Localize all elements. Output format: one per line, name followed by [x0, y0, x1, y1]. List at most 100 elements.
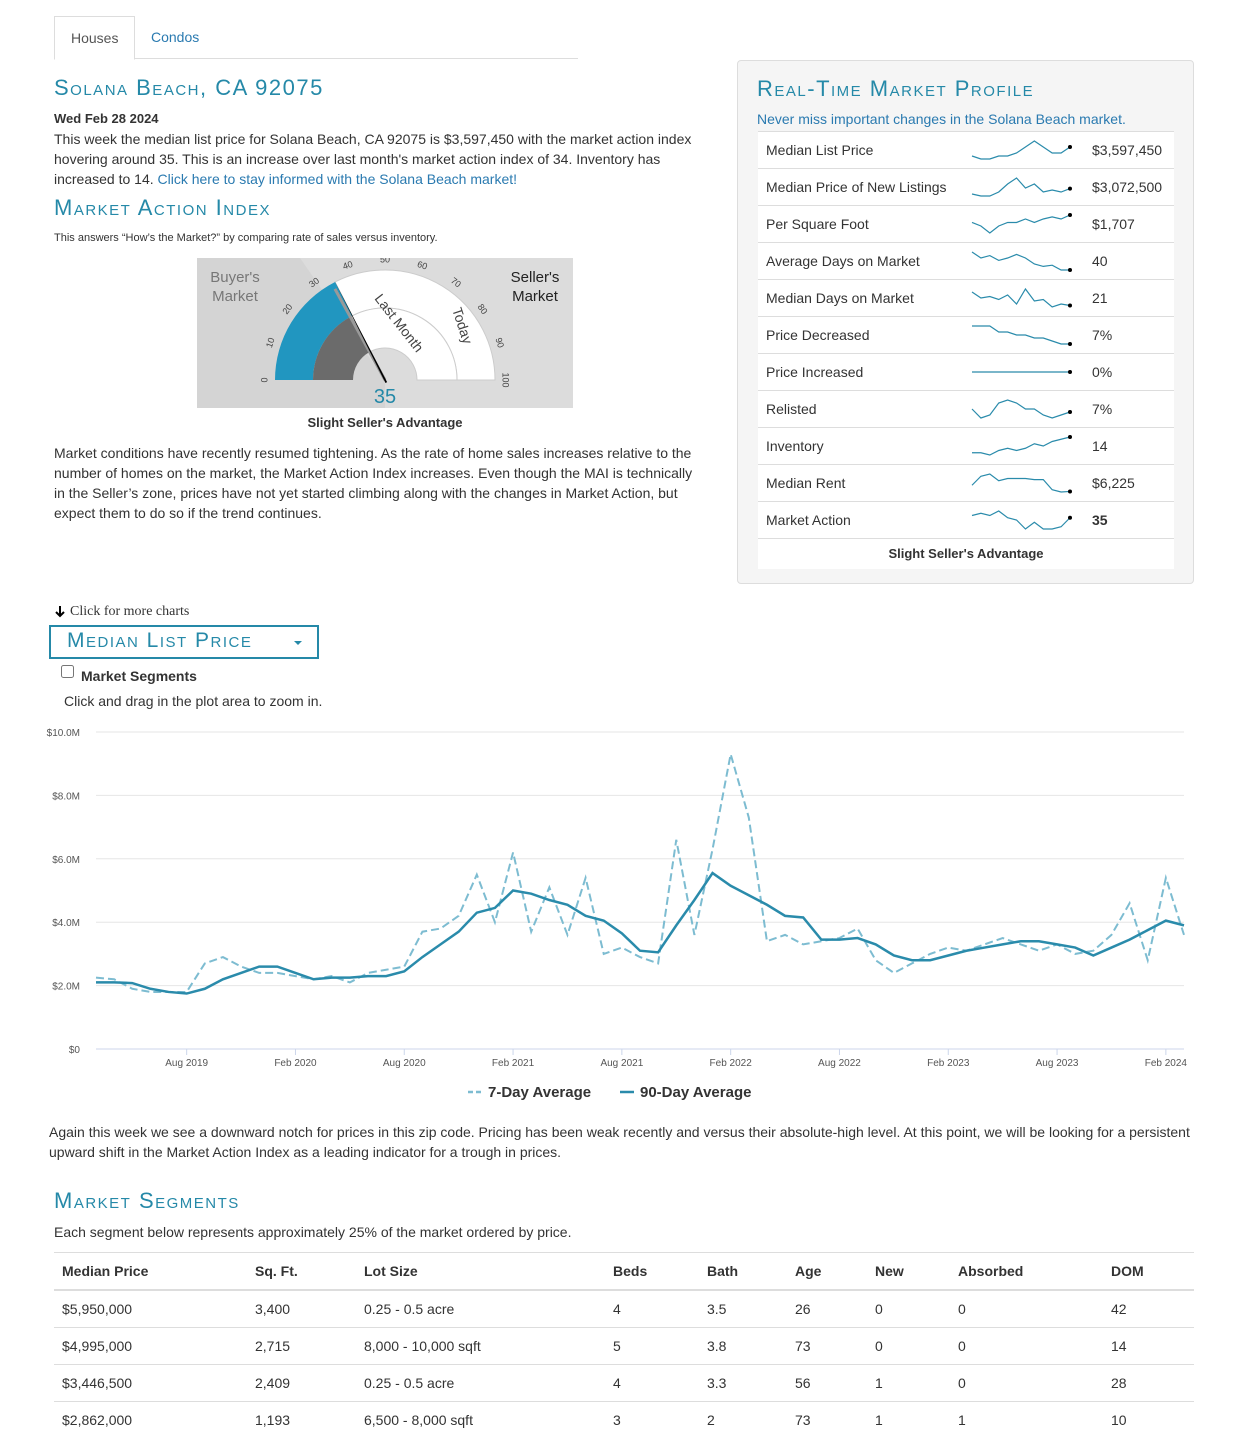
- gauge-tick-label: 100: [501, 372, 511, 387]
- sparkline-end: [1068, 410, 1072, 414]
- sparkline-line: [971, 251, 1070, 271]
- x-tick-label: Feb 2024: [1145, 1058, 1188, 1069]
- panel-caption: Slight Seller's Advantage: [758, 538, 1174, 569]
- x-tick-label: Feb 2020: [274, 1058, 317, 1069]
- legend-label: 90-Day Average: [640, 1084, 751, 1101]
- row-value: $6,225: [1092, 475, 1135, 491]
- tab[interactable]: Condos: [151, 29, 200, 45]
- sparkline: [971, 399, 1072, 419]
- table-cell: 10: [1103, 1401, 1194, 1438]
- page-title: Solana Beach, CA 92075: [54, 75, 324, 100]
- sparkline-end: [1068, 303, 1072, 308]
- table-cell: 42: [1103, 1289, 1194, 1328]
- y-tick-label: $6.0M: [52, 855, 80, 866]
- chart-selector[interactable]: Median List Price: [49, 625, 319, 659]
- row-value: 7%: [1092, 327, 1113, 343]
- gauge-value: 35: [374, 386, 396, 408]
- table-cell: 3.5: [699, 1289, 787, 1328]
- y-tick-label: $10.0M: [47, 728, 80, 739]
- table-cell: $4,995,000: [54, 1327, 247, 1365]
- sparkline: [971, 140, 1072, 160]
- row-value: 7%: [1092, 401, 1113, 417]
- profile-row: Inventory 14: [758, 427, 1174, 464]
- row-value: 35: [1092, 512, 1108, 528]
- profile-row: Average Days on Market 40: [758, 242, 1174, 279]
- section-subtitle: This answers “How’s the Market?” by comp…: [54, 232, 438, 244]
- x-tick-label: Aug 2020: [383, 1058, 426, 1069]
- x-tick-label: Feb 2021: [492, 1058, 535, 1069]
- sparkline: [971, 177, 1072, 197]
- sparkline-line: [972, 325, 1070, 345]
- table-cell: 2,409: [247, 1364, 356, 1402]
- gauge-caption: Slight Seller's Advantage: [307, 415, 463, 430]
- table-cell: 73: [787, 1401, 867, 1438]
- gauge-tick-label: 20: [280, 302, 294, 316]
- table-cell: 0: [867, 1289, 950, 1328]
- sparkline: [972, 435, 1072, 456]
- profile-table: Median List Price $3,597,450 Median Price …: [738, 131, 1193, 571]
- table-cell: 3,400: [247, 1289, 356, 1328]
- segments-toggle[interactable]: Market Segments: [81, 668, 197, 684]
- gauge-tick-label: 30: [307, 275, 321, 289]
- chart[interactable]: $0 $2.0M $4.0M $6.0M $8.0M $10.0M Aug 2019 Feb …: [0, 720, 1243, 1120]
- last-month-arc: [313, 316, 370, 380]
- row-value: $3,597,450: [1092, 142, 1163, 158]
- gauge-tick-label: 70: [449, 275, 463, 289]
- gauge-tick-label: 50: [380, 258, 390, 264]
- segments-checkbox[interactable]: [61, 665, 74, 678]
- row-label: Per Square Foot: [766, 216, 869, 232]
- gauge-rest: [349, 307, 458, 381]
- table-cell: 6,500 - 8,000 sqft: [356, 1401, 605, 1438]
- row-label: Median Days on Market: [766, 290, 914, 306]
- sparkline-end: [1068, 435, 1072, 439]
- gauge: 0 10 20 30 40 50 60 70 80 90 100 Last Month Today 35 …: [197, 254, 573, 408]
- section-subtitle: Each segment below represents approximat…: [54, 1224, 572, 1240]
- column-header: Median Price: [54, 1252, 247, 1291]
- row-value: $1,707: [1092, 216, 1135, 232]
- subscribe-link[interactable]: Click here to stay informed with the Sol…: [157, 171, 518, 187]
- row-label: Median Price of New Listings: [766, 179, 947, 195]
- tab[interactable]: Houses: [54, 16, 136, 60]
- table-cell: 1: [867, 1364, 950, 1402]
- profile-row: Price Decreased 7%: [758, 316, 1174, 353]
- table-cell: 56: [787, 1364, 867, 1402]
- more-charts[interactable]: Click for more charts: [70, 604, 190, 619]
- table-body: $5,950,000 3,400 0.25 - 0.5 acre 4 3.5 26 0 0 42…: [54, 1289, 1194, 1438]
- today-arc: [275, 281, 353, 380]
- column-header: New: [867, 1252, 950, 1291]
- table-cell: 1,193: [247, 1401, 356, 1438]
- row-value: 21: [1092, 290, 1108, 306]
- profile-row: Relisted 7%: [758, 390, 1174, 427]
- table-cell: 0.25 - 0.5 acre: [356, 1289, 605, 1328]
- profile-row: Median Rent $6,225: [758, 464, 1174, 501]
- row-label: Median List Price: [766, 142, 874, 158]
- column-header: Age: [787, 1252, 867, 1291]
- table-row: $5,950,000 3,400 0.25 - 0.5 acre 4 3.5 26 0 0 42: [54, 1289, 1194, 1328]
- table-cell: 73: [787, 1327, 867, 1365]
- panel-link[interactable]: Never miss important changes in the Sola…: [757, 111, 1126, 127]
- series-line: [96, 871, 1185, 995]
- section-title: Market Action Index: [54, 195, 271, 220]
- table-cell: 8,000 - 10,000 sqft: [356, 1327, 605, 1365]
- x-tick-label: Feb 2022: [710, 1058, 753, 1069]
- legend-label: 7-Day Average: [488, 1084, 591, 1101]
- section-title: Market Segments: [54, 1188, 240, 1213]
- column-header: DOM: [1103, 1252, 1194, 1291]
- sparkline-line: [972, 436, 1071, 456]
- gauge-tick-label: 10: [264, 336, 277, 349]
- x-tick-label: Aug 2022: [818, 1058, 861, 1069]
- gauge-tick-label: 60: [416, 259, 429, 272]
- segments-table: Median Price Sq. Ft. Lot Size Beds Bath Age Ne…: [54, 1252, 1194, 1438]
- table-cell: 14: [1103, 1327, 1194, 1365]
- row-label: Price Increased: [766, 364, 864, 380]
- row-value: 40: [1092, 253, 1108, 269]
- table-cell: 3: [605, 1401, 699, 1438]
- table-cell: 0: [950, 1364, 1103, 1402]
- column-header: Lot Size: [356, 1252, 605, 1291]
- caret: [294, 641, 302, 645]
- seller-label: Seller's Market: [510, 269, 560, 305]
- column-header: Bath: [699, 1252, 787, 1291]
- column-header: Sq. Ft.: [247, 1252, 356, 1291]
- table-row: $4,995,000 2,715 8,000 - 10,000 sqft 5 3.8 73…: [54, 1327, 1194, 1365]
